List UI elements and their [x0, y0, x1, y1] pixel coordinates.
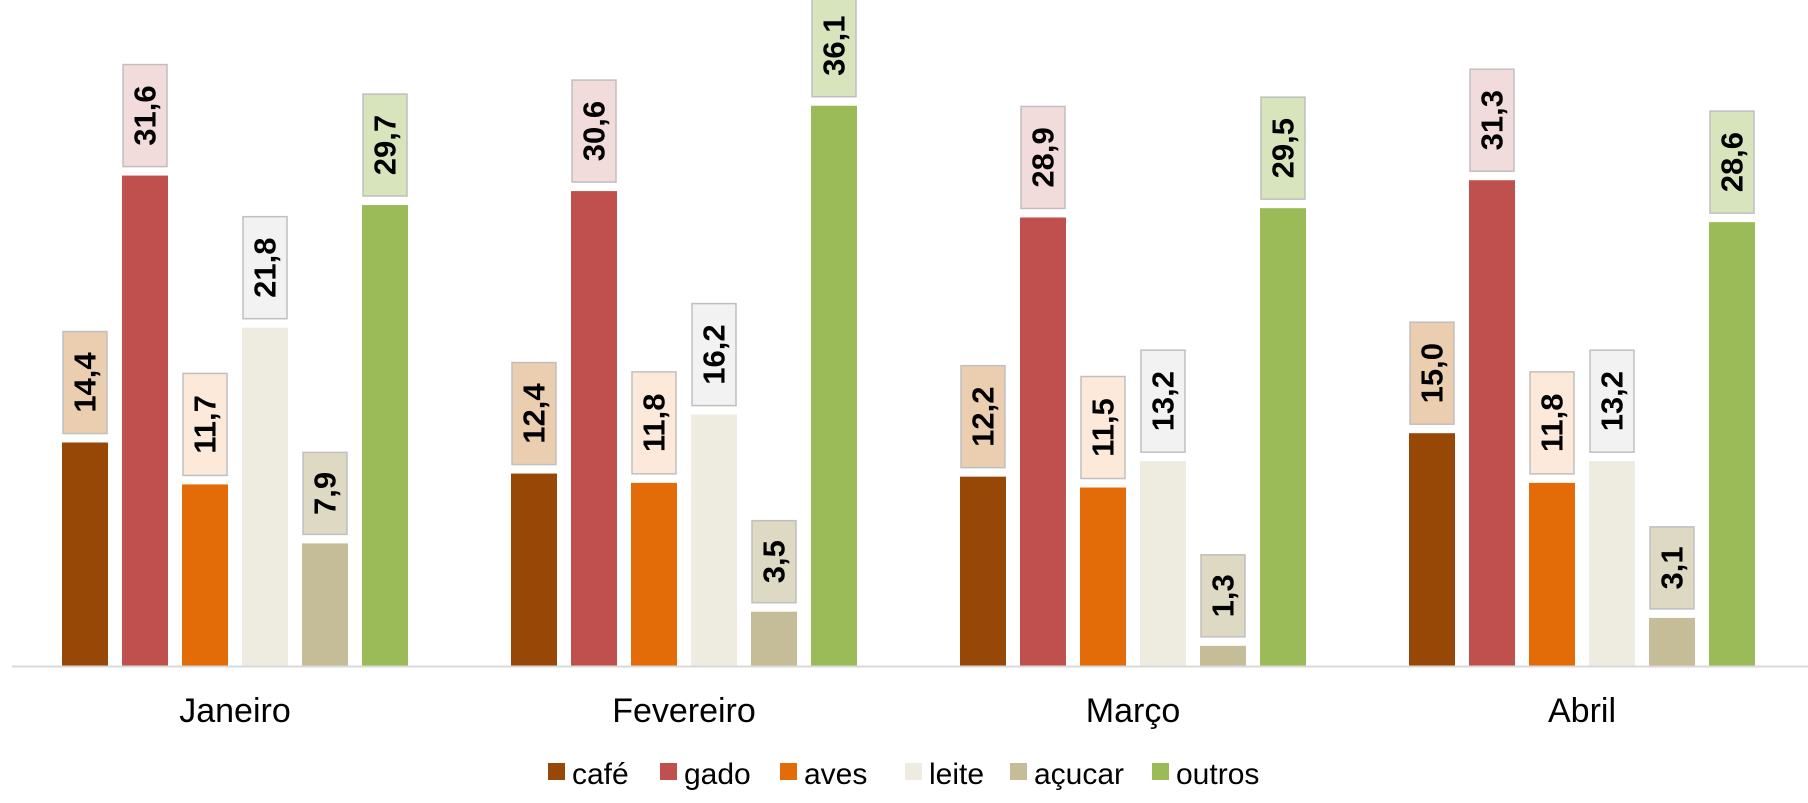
data-label-box [1140, 349, 1186, 453]
bar-café-Março [960, 476, 1006, 666]
bar-café-Janeiro [62, 442, 108, 666]
data-label-box [1080, 375, 1126, 480]
data-label-box [960, 364, 1006, 469]
data-label-box [811, 0, 857, 98]
bar-leite-Fevereiro [691, 414, 737, 666]
data-label-box [1409, 321, 1455, 425]
bar-açucar-Abril [1649, 617, 1695, 666]
category-axis-labels: Janeiro Fevereiro Março Abril [179, 692, 1616, 730]
data-label: 11,8 [637, 394, 672, 453]
legend-label-aves: aves [804, 758, 867, 791]
data-label: 28,9 [1026, 127, 1061, 187]
data-label-box [571, 79, 617, 183]
data-label: 11,8 [1535, 394, 1570, 453]
data-label-box [1709, 110, 1755, 214]
data-label-box [182, 372, 228, 477]
bar-outros-Março [1260, 208, 1306, 666]
data-label-box [1469, 68, 1515, 172]
data-label: 15,0 [1415, 343, 1450, 403]
data-label-box [122, 63, 168, 168]
data-label-box [1260, 96, 1306, 200]
data-label: 3,1 [1655, 546, 1690, 589]
data-label: 12,4 [517, 383, 552, 444]
bar-gado-Janeiro [122, 175, 168, 666]
data-label: 13,2 [1146, 371, 1181, 431]
bar-gado-Fevereiro [571, 191, 617, 666]
category-label-Março: Março [1086, 692, 1180, 730]
bar-leite-Março [1140, 461, 1186, 666]
data-label: 31,6 [128, 85, 163, 145]
category-label-Fevereiro: Fevereiro [612, 692, 756, 730]
data-label-box [62, 330, 108, 435]
data-label-box [302, 451, 348, 536]
category-label-Janeiro: Janeiro [179, 692, 291, 730]
data-label: 7,9 [308, 472, 343, 515]
data-label: 28,6 [1715, 132, 1750, 192]
legend-label-gado: gado [684, 758, 751, 791]
data-label: 16,2 [697, 324, 732, 384]
bar-leite-Abril [1589, 461, 1635, 666]
bar-aves-Fevereiro [631, 482, 677, 666]
bar-café-Fevereiro [511, 473, 557, 666]
data-label: 30,6 [577, 101, 612, 161]
legend-label-outros: outros [1176, 758, 1259, 791]
data-label: 3,5 [757, 540, 792, 583]
legend-label-açucar: açucar [1034, 758, 1124, 791]
data-label: 1,3 [1206, 574, 1241, 617]
legend-swatch-leite [905, 763, 922, 780]
category-label-Abril: Abril [1548, 692, 1616, 730]
legend-swatch-gado [660, 763, 677, 780]
bar-gado-Abril [1469, 180, 1515, 666]
data-label-box [1529, 371, 1575, 475]
bars-layer [62, 105, 1755, 667]
bar-gado-Março [1020, 217, 1066, 667]
data-labels-layer: 14,4 12,4 12,2 15,0 31,6 30,6 28,9 31,3 11,7 11,8… [62, 0, 1755, 638]
data-label: 14,4 [68, 352, 103, 413]
data-label-box [691, 302, 737, 407]
data-label-box [1589, 349, 1635, 453]
data-label: 11,7 [188, 395, 223, 454]
data-label-box [631, 371, 677, 475]
data-label: 36,1 [817, 16, 852, 76]
data-label: 31,3 [1475, 90, 1510, 150]
data-label-box [751, 519, 797, 604]
bar-açucar-Março [1200, 645, 1246, 666]
data-label-box [362, 93, 408, 197]
data-label-box [511, 361, 557, 466]
bar-outros-Fevereiro [811, 105, 857, 666]
legend-swatch-açucar [1010, 763, 1027, 780]
legend-swatch-aves [780, 763, 797, 780]
legend-label-café: café [572, 758, 629, 791]
data-label: 29,5 [1266, 118, 1301, 178]
legend: café gado aves leite açucar outros [548, 758, 1259, 791]
data-label: 21,8 [248, 237, 283, 297]
bar-aves-Abril [1529, 482, 1575, 666]
data-label: 29,7 [368, 115, 403, 175]
legend-swatch-outros [1152, 763, 1169, 780]
bar-outros-Abril [1709, 222, 1755, 667]
legend-label-leite: leite [929, 758, 984, 791]
data-label-box [242, 215, 288, 320]
bar-aves-Janeiro [182, 484, 228, 666]
bar-açucar-Janeiro [302, 543, 348, 666]
bar-aves-Março [1080, 487, 1126, 666]
data-label-box [1649, 526, 1695, 610]
bar-leite-Janeiro [242, 327, 288, 666]
bar-outros-Janeiro [362, 205, 408, 666]
bar-açucar-Fevereiro [751, 611, 797, 666]
bar-café-Abril [1409, 433, 1455, 666]
data-label-box [1020, 105, 1066, 210]
data-label: 11,5 [1086, 398, 1121, 457]
data-label: 13,2 [1595, 371, 1630, 431]
legend-swatch-café [548, 763, 565, 780]
data-label: 12,2 [966, 386, 1001, 446]
data-label-box [1200, 554, 1246, 638]
